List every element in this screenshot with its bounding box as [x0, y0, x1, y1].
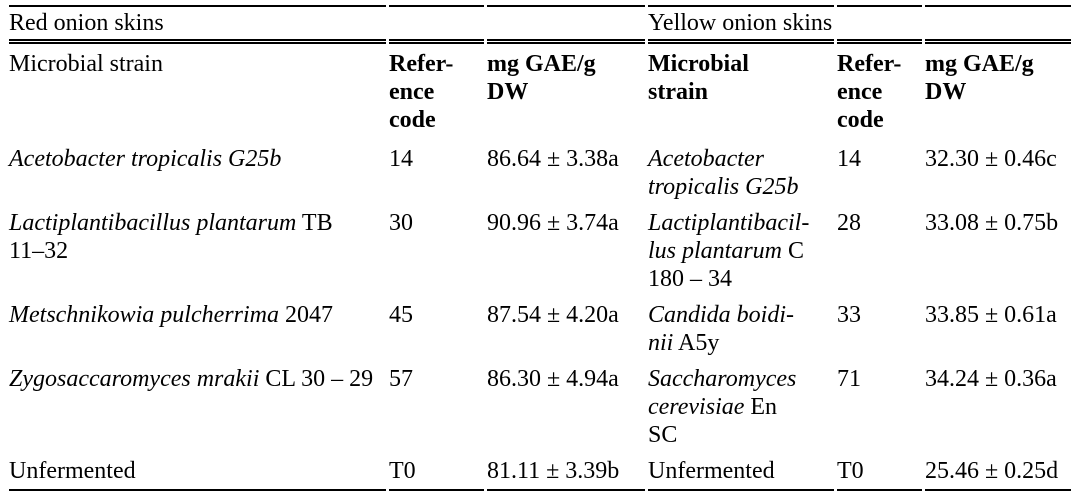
strain-cell-yellow: Acetobacter tropicalis G25b: [648, 141, 834, 205]
header-mg-gae-yellow: mg GAE/g DW: [925, 51, 1034, 105]
value-cell-red: 90.96 ± 3.74a: [487, 210, 619, 236]
species-name-italic: Lactiplantibacil- lus plantarum: [648, 210, 810, 264]
table-row: Zygosaccaromyces mrakii CL 30 – 29 57 86…: [9, 361, 1071, 453]
table-row: Metschnikowia pulcherrima 2047 45 87.54 …: [9, 297, 1071, 361]
value-cell-red: 86.30 ± 4.94a: [487, 366, 619, 392]
species-name-italic: Acetobacter tropicalis G25b: [648, 146, 799, 200]
strain-cell-yellow: Lactiplantibacil- lus plantarum C 180 – …: [648, 205, 834, 297]
spanner-spacer: [837, 5, 922, 44]
reference-code-cell-red: 14: [389, 146, 413, 172]
reference-code-cell-yellow: T0: [837, 453, 922, 491]
value-cell-yellow: 33.08 ± 0.75b: [925, 210, 1059, 236]
strain-code-text: Unfermented: [648, 458, 775, 484]
species-name-italic: Zygosaccaromyces mrakii: [9, 366, 260, 392]
table-row: Acetobacter tropicalis G25b 14 86.64 ± 3…: [9, 141, 1071, 205]
strain-code-text: CL 30 – 29: [259, 366, 374, 392]
table-row: Lactiplantibacillus plantarum TB 11–32 3…: [9, 205, 1071, 297]
strain-code-text: TB 11–32: [9, 210, 333, 264]
strain-code-text: Unfermented: [9, 458, 136, 484]
species-name-italic: Lactiplantibacillus plantarum: [9, 210, 297, 236]
species-name-italic: Saccharomyces cerevisiae: [648, 366, 797, 420]
reference-code-cell-yellow: 14: [837, 146, 861, 172]
section-title-red-onion-skins: Red onion skins: [9, 5, 386, 44]
strain-cell-yellow: Unfermented: [648, 453, 834, 491]
strain-code-text: En SC: [648, 394, 778, 448]
value-cell-yellow: 33.85 ± 0.61a: [925, 302, 1057, 328]
reference-code-cell-yellow: 28: [837, 210, 861, 236]
header-microbial-strain-yellow: Microbial strain: [648, 51, 749, 105]
strain-code-text: C 180 – 34: [648, 238, 805, 292]
value-cell-red: 86.64 ± 3.38a: [487, 146, 619, 172]
section-title-yellow-onion-skins: Yellow onion skins: [648, 5, 834, 44]
strain-cell-red: Acetobacter tropicalis G25b: [9, 141, 386, 205]
header-reference-code-red: Refer- ence code: [389, 51, 454, 133]
reference-code-cell-red: 57: [389, 366, 413, 392]
species-name-italic: Acetobacter tropicalis G25b: [9, 146, 282, 172]
species-name-italic: Metschnikowia pulcherrima: [9, 302, 279, 328]
strain-cell-red: Unfermented: [9, 453, 386, 491]
strain-code-text: A5y: [673, 330, 720, 356]
value-cell-yellow: 25.46 ± 0.25d: [925, 453, 1071, 491]
strain-code-text: 2047: [278, 302, 333, 328]
header-mg-gae-red: mg GAE/g DW: [487, 51, 596, 105]
species-name-italic: Candida boidi- nii: [648, 302, 795, 356]
spanner-spacer: [925, 5, 1071, 44]
strain-cell-red: Zygosaccaromyces mrakii CL 30 – 29: [9, 361, 386, 453]
reference-code-cell-yellow: 71: [837, 366, 861, 392]
spanner-spacer: [487, 5, 645, 44]
reference-code-cell-red: 45: [389, 302, 413, 328]
polyphenol-content-table: Red onion skins Yellow onion skins Micro…: [6, 5, 1074, 491]
strain-cell-red: Lactiplantibacillus plantarum TB 11–32: [9, 205, 386, 297]
spanner-spacer: [389, 5, 484, 44]
strain-cell-yellow: Saccharomyces cerevisiae En SC: [648, 361, 834, 453]
reference-code-cell-red: T0: [389, 453, 484, 491]
reference-code-cell-yellow: 33: [837, 302, 861, 328]
header-reference-code-yellow: Refer- ence code: [837, 51, 902, 133]
strain-cell-red: Metschnikowia pulcherrima 2047: [9, 297, 386, 361]
reference-code-cell-red: 30: [389, 210, 413, 236]
value-cell-red: 81.11 ± 3.39b: [487, 453, 645, 491]
section-spanner-row: Red onion skins Yellow onion skins: [9, 5, 1071, 44]
strain-cell-yellow: Candida boidi- nii A5y: [648, 297, 834, 361]
column-header-row: Microbial strain Refer- ence code mg GAE…: [9, 44, 1071, 141]
value-cell-yellow: 34.24 ± 0.36a: [925, 366, 1057, 392]
header-microbial-strain-red: Microbial strain: [9, 51, 163, 77]
table-row-unfermented: Unfermented T0 81.11 ± 3.39b Unfermented…: [9, 453, 1071, 491]
value-cell-yellow: 32.30 ± 0.46c: [925, 146, 1057, 172]
value-cell-red: 87.54 ± 4.20a: [487, 302, 619, 328]
